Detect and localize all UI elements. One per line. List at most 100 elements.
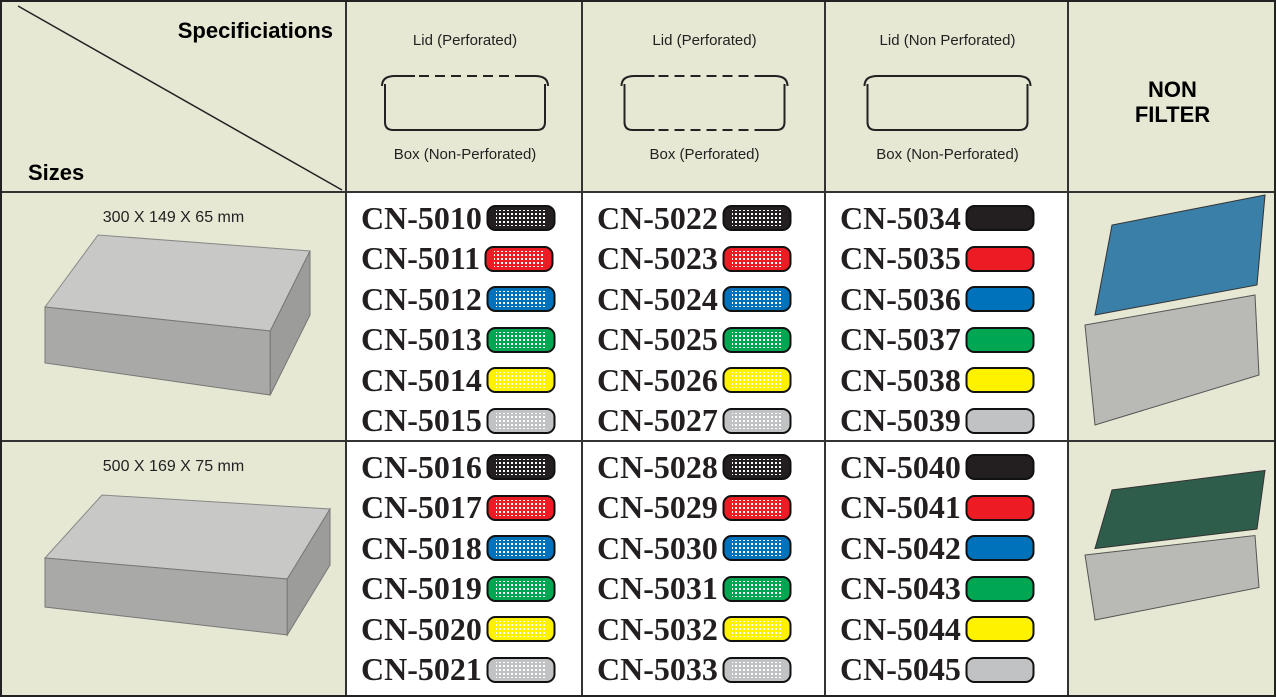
product-code: CN-5011	[361, 239, 554, 279]
code-text: CN-5012	[361, 280, 482, 317]
product-code: CN-5026	[597, 360, 792, 400]
product-code: CN-5018	[361, 528, 556, 568]
swatch-body	[965, 454, 1035, 480]
code-text: CN-5041	[840, 489, 961, 525]
product-code: CN-5023	[597, 239, 792, 279]
swatch-perf	[731, 331, 782, 348]
color-swatch	[965, 575, 1035, 602]
swatch-perf	[495, 580, 546, 597]
box-label: Box (Non-Perforated)	[393, 146, 537, 163]
swatch-body	[965, 656, 1035, 683]
code-text: CN-5036	[840, 280, 961, 317]
color-swatch	[722, 407, 792, 434]
code-text: CN-5022	[597, 199, 718, 236]
color-swatch	[486, 494, 556, 521]
product-code: CN-5044	[840, 609, 1035, 649]
product-code: CN-5012	[361, 279, 556, 319]
swatch-perf	[731, 540, 782, 556]
swatch-perf	[494, 250, 545, 267]
product-code: CN-5014	[361, 360, 556, 400]
code-text: CN-5030	[597, 529, 718, 566]
swatch-perf	[731, 499, 782, 516]
product-code: CN-5016	[361, 447, 556, 487]
color-swatch	[722, 454, 792, 480]
product-code: CN-5036	[840, 279, 1035, 319]
color-swatch	[486, 286, 556, 312]
cell	[583, 0, 826, 193]
code-text: CN-5023	[597, 240, 718, 276]
non-filter-label: NON FILTER	[1134, 77, 1211, 127]
product-code: CN-5038	[840, 360, 1035, 400]
color-swatch	[486, 575, 556, 602]
swatch-perf	[495, 661, 546, 678]
code-text: CN-5026	[597, 361, 718, 398]
code-text: CN-5013	[361, 321, 482, 357]
swatch-body	[965, 245, 1035, 272]
swatch-perf	[495, 499, 546, 516]
product-code: CN-5028	[597, 447, 792, 487]
code-text: CN-5021	[361, 651, 482, 687]
color-swatch	[965, 494, 1035, 521]
box-label: Box (Perforated)	[649, 146, 760, 163]
color-swatch	[965, 616, 1035, 642]
swatch-body	[965, 575, 1035, 602]
cell	[826, 0, 1069, 193]
swatch-perf	[731, 459, 782, 475]
color-swatch	[722, 245, 792, 272]
color-swatch	[965, 535, 1035, 561]
swatch-perf	[731, 210, 782, 226]
code-text: CN-5024	[597, 280, 718, 317]
lid-label: Lid (Perforated)	[652, 32, 757, 49]
swatch-perf	[731, 291, 782, 307]
color-swatch	[486, 454, 556, 480]
product-code: CN-5013	[361, 320, 556, 360]
product-code: CN-5043	[840, 569, 1035, 609]
code-text: CN-5038	[840, 361, 961, 398]
product-code: CN-5024	[597, 279, 792, 319]
code-text: CN-5028	[597, 448, 718, 485]
swatch-perf	[731, 372, 782, 388]
code-text: CN-5010	[361, 199, 482, 236]
product-code: CN-5032	[597, 609, 792, 649]
cell	[0, 442, 347, 697]
corner-bottom: Sizes	[28, 160, 85, 185]
swatch-perf	[731, 250, 782, 267]
cell	[0, 193, 347, 442]
product-code: CN-5020	[361, 609, 556, 649]
color-swatch	[722, 575, 792, 602]
code-text: CN-5044	[840, 610, 961, 647]
color-swatch	[486, 205, 556, 231]
lid-label: Lid (Non Perforated)	[879, 32, 1016, 49]
swatch-perf	[495, 372, 546, 388]
color-swatch	[486, 407, 556, 434]
code-text: CN-5027	[597, 402, 718, 438]
code-text: CN-5035	[840, 240, 961, 276]
product-code: CN-5034	[840, 198, 1035, 238]
code-text: CN-5032	[597, 610, 718, 647]
code-text: CN-5017	[361, 489, 482, 525]
color-swatch	[486, 616, 556, 642]
color-swatch	[722, 286, 792, 312]
color-swatch	[722, 367, 792, 393]
code-text: CN-5015	[361, 402, 482, 438]
swatch-body	[965, 286, 1035, 312]
color-swatch	[965, 656, 1035, 683]
product-code: CN-5027	[597, 401, 792, 441]
code-text: CN-5020	[361, 610, 482, 647]
color-swatch	[486, 326, 556, 353]
color-swatch	[486, 535, 556, 561]
swatch-perf	[495, 459, 546, 475]
cell	[1069, 442, 1276, 697]
swatch-body	[965, 326, 1035, 353]
color-swatch	[722, 535, 792, 561]
swatch-body	[965, 367, 1035, 393]
swatch-perf	[731, 580, 782, 597]
product-code: CN-5021	[361, 650, 556, 690]
swatch-perf	[495, 412, 546, 429]
product-code: CN-5033	[597, 650, 792, 690]
cell	[347, 0, 583, 193]
swatch-body	[965, 407, 1035, 434]
code-text: CN-5039	[840, 402, 961, 438]
swatch-perf	[495, 621, 546, 637]
